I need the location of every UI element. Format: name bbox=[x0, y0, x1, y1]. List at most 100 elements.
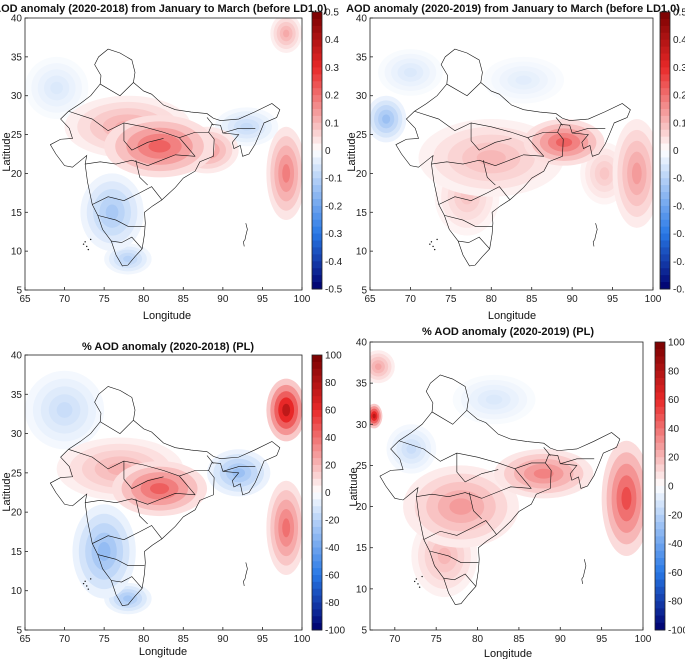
anomaly-blob bbox=[370, 350, 395, 384]
island-dot bbox=[413, 580, 416, 583]
colorbar-segment bbox=[655, 378, 665, 386]
colorbar-segment bbox=[312, 25, 322, 34]
x-tick-label: 75 bbox=[99, 294, 111, 305]
colorbar-segment bbox=[655, 558, 665, 566]
colorbar-segment bbox=[312, 282, 322, 290]
colorbar-tick-label: 0.2 bbox=[673, 91, 685, 102]
colorbar-segment bbox=[312, 361, 322, 370]
state-boundary bbox=[97, 215, 145, 227]
anomaly-blob bbox=[612, 119, 653, 228]
contour-level bbox=[56, 402, 73, 418]
colorbar-segment bbox=[312, 568, 322, 576]
island-dot bbox=[87, 588, 90, 590]
colorbar-segment bbox=[312, 102, 322, 110]
colorbar-tick-label: 0.1 bbox=[673, 118, 685, 129]
colorbar-segment bbox=[312, 602, 322, 610]
y-tick-label: 20 bbox=[356, 169, 368, 180]
x-tick-label: 100 bbox=[294, 294, 311, 305]
y-tick-label: 35 bbox=[11, 52, 23, 63]
anomaly-field bbox=[25, 370, 302, 615]
contour-level bbox=[485, 394, 503, 405]
colorbar-segment bbox=[312, 499, 322, 507]
contour-level bbox=[515, 75, 532, 85]
india-outline bbox=[395, 48, 631, 267]
panel-3-xlabel: Longitude bbox=[139, 646, 187, 658]
x-tick-label: 95 bbox=[257, 294, 269, 305]
colorbar-segment bbox=[312, 581, 322, 590]
colorbar-segment bbox=[312, 451, 322, 459]
colorbar-segment bbox=[312, 382, 322, 390]
colorbar-segment bbox=[655, 370, 665, 379]
state-boundary bbox=[456, 453, 499, 483]
island-dot bbox=[89, 238, 92, 241]
state-boundary bbox=[123, 461, 164, 489]
y-tick-label: 25 bbox=[356, 130, 368, 141]
colorbar-segment bbox=[312, 520, 322, 528]
colorbar-segment bbox=[312, 178, 322, 186]
contour-level bbox=[599, 167, 610, 180]
colorbar-segment bbox=[655, 514, 665, 523]
state-boundary bbox=[100, 82, 134, 97]
colorbar-tick-label: 0 bbox=[668, 482, 674, 493]
colorbar-segment bbox=[655, 586, 665, 595]
state-boundary bbox=[572, 128, 606, 134]
panel-4-ylabel: Latitude bbox=[348, 467, 360, 506]
contour-level bbox=[240, 122, 253, 131]
colorbar-segment bbox=[312, 74, 322, 82]
colorbar-segment bbox=[312, 157, 322, 165]
x-tick-label: 80 bbox=[138, 294, 150, 305]
colorbar-segment bbox=[660, 157, 670, 165]
anomaly-blob bbox=[25, 370, 105, 450]
colorbar-segment bbox=[312, 39, 322, 48]
state-boundary bbox=[555, 117, 563, 126]
colorbar-tick-label: -0.3 bbox=[673, 229, 685, 240]
y-tick-label: 10 bbox=[11, 586, 23, 597]
colorbar-segment bbox=[312, 410, 322, 418]
anomaly-blob bbox=[483, 56, 565, 104]
colorbar-segment bbox=[312, 588, 322, 597]
colorbar-segment bbox=[312, 368, 322, 377]
colorbar-tick-label: -0.1 bbox=[325, 174, 343, 185]
colorbar-segment bbox=[312, 396, 322, 404]
anomaly-blob bbox=[266, 378, 302, 442]
colorbar-segment bbox=[312, 81, 322, 89]
colorbar: -100 -80 -60 -40 -20 0 20 40 60 80 100 bbox=[654, 338, 685, 637]
state-boundary bbox=[100, 420, 134, 434]
colorbar-tick-label: 0.4 bbox=[673, 35, 685, 46]
colorbar-segment bbox=[312, 198, 322, 207]
x-tick-label: 90 bbox=[555, 634, 567, 645]
colorbar-segment bbox=[660, 275, 670, 283]
colorbar-segment bbox=[312, 122, 322, 131]
island-dot bbox=[430, 241, 433, 243]
contour-level bbox=[372, 413, 376, 419]
colorbar-segment bbox=[312, 403, 322, 411]
colorbar-segment bbox=[312, 108, 322, 117]
colorbar-tick-label: -100 bbox=[668, 626, 685, 637]
colorbar-segment bbox=[655, 622, 665, 631]
state-boundary bbox=[470, 122, 512, 151]
x-tick-label: 80 bbox=[486, 294, 498, 305]
colorbar-segment bbox=[660, 240, 670, 248]
colorbar-segment bbox=[660, 192, 670, 200]
contour-level bbox=[282, 518, 291, 538]
x-tick-label: 85 bbox=[178, 294, 190, 305]
colorbar-segment bbox=[312, 247, 322, 255]
y-tick-label: 25 bbox=[356, 461, 368, 472]
colorbar-segment bbox=[312, 465, 322, 473]
colorbar-tick-label: -20 bbox=[325, 516, 340, 527]
contour-level bbox=[148, 140, 171, 153]
colorbar-tick-label: 80 bbox=[668, 366, 680, 377]
y-tick-label: 35 bbox=[356, 52, 368, 63]
colorbar-tick-label: -0.4 bbox=[325, 257, 343, 268]
colorbar-segment bbox=[312, 205, 322, 214]
colorbar-segment bbox=[312, 423, 322, 432]
colorbar-tick-label: -0.2 bbox=[673, 201, 685, 212]
colorbar-segment bbox=[660, 226, 670, 235]
colorbar-segment bbox=[660, 67, 670, 75]
y-tick-label: 30 bbox=[11, 429, 23, 440]
contour-level bbox=[123, 255, 133, 263]
state-boundary bbox=[514, 468, 532, 489]
colorbar-segment bbox=[312, 458, 322, 466]
panel-3-ylabel: Latitude bbox=[1, 472, 13, 511]
contour-level bbox=[555, 137, 573, 148]
